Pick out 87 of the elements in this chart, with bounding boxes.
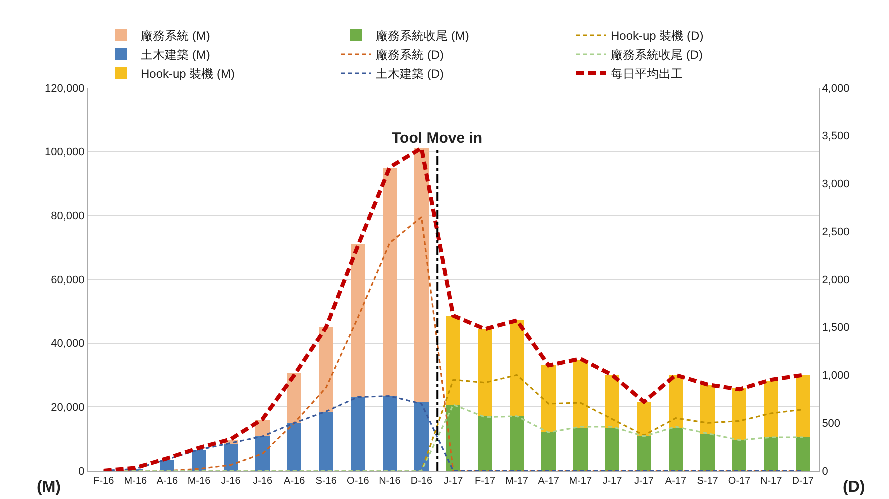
bar bbox=[573, 428, 588, 471]
y2-tick-label: 1,000 bbox=[822, 370, 850, 382]
bar bbox=[668, 428, 684, 471]
y2-tick-label: 0 bbox=[822, 466, 828, 478]
bar bbox=[287, 423, 302, 471]
bar bbox=[732, 440, 747, 471]
bar bbox=[605, 375, 620, 428]
bar bbox=[700, 434, 715, 471]
bar bbox=[319, 412, 334, 471]
bar bbox=[256, 436, 270, 471]
bar bbox=[351, 398, 366, 471]
x-tick-label: M-16 bbox=[188, 476, 212, 487]
legend-label: Hook-up 裝機 (D) bbox=[611, 29, 704, 44]
bar bbox=[637, 436, 652, 471]
x-tick-label: A-16 bbox=[284, 476, 306, 487]
legend-label: 廠務系統 (M) bbox=[141, 29, 210, 44]
x-tick-label: O-17 bbox=[728, 476, 752, 487]
bar bbox=[478, 329, 492, 417]
bar bbox=[605, 428, 620, 471]
bar bbox=[351, 244, 366, 398]
x-tick-label: F-16 bbox=[94, 476, 115, 487]
y-tick-label: 0 bbox=[78, 466, 85, 478]
legend-label: 廠務系統收尾 (M) bbox=[376, 29, 470, 44]
bar bbox=[732, 388, 747, 441]
bar bbox=[573, 360, 588, 428]
legend-label: 廠務系統 (D) bbox=[376, 48, 444, 62]
bar bbox=[542, 432, 556, 471]
x-tick-label: F-17 bbox=[475, 476, 496, 487]
y2-tick-label: 2,000 bbox=[822, 274, 850, 286]
x-tick-label: A-17 bbox=[538, 476, 560, 487]
y2-tick-label: 3,500 bbox=[822, 130, 850, 143]
bar bbox=[700, 384, 715, 434]
y-tick-label: 40,000 bbox=[51, 338, 85, 350]
bar bbox=[637, 402, 652, 436]
bar bbox=[224, 444, 238, 471]
x-tick-label: M-17 bbox=[506, 476, 529, 487]
bar bbox=[287, 374, 302, 424]
x-tick-label: J-16 bbox=[253, 476, 273, 487]
x-tick-label: J-16 bbox=[221, 476, 242, 487]
bar bbox=[796, 375, 810, 438]
bar bbox=[796, 437, 810, 471]
y-axis-title: (M) bbox=[37, 479, 61, 496]
x-tick-label: N-17 bbox=[760, 476, 783, 487]
x-tick-label: J-17 bbox=[634, 476, 654, 487]
bar bbox=[382, 168, 398, 396]
y-tick-label: 60,000 bbox=[51, 274, 85, 286]
x-tick-label: S-16 bbox=[316, 476, 338, 487]
bar bbox=[414, 148, 429, 402]
y2-tick-label: 2,500 bbox=[822, 226, 850, 238]
y2-axis-title: (D) bbox=[843, 479, 866, 496]
y-tick-label: 120,000 bbox=[45, 82, 85, 95]
y-tick-label: 80,000 bbox=[51, 210, 85, 223]
legend-label: 土木建築 (M) bbox=[141, 48, 210, 62]
x-tick-label: J-17 bbox=[444, 476, 464, 487]
x-tick-label: S-17 bbox=[697, 476, 719, 487]
bar bbox=[446, 316, 461, 406]
y2-tick-label: 4,000 bbox=[822, 82, 850, 95]
x-tick-label: J-17 bbox=[602, 476, 623, 487]
legend-label: 每日平均出工 bbox=[611, 67, 683, 82]
bar bbox=[478, 416, 492, 471]
bar bbox=[414, 402, 429, 471]
bar bbox=[764, 381, 778, 438]
x-tick-label: M-17 bbox=[569, 476, 592, 487]
y2-tick-label: 3,000 bbox=[822, 178, 850, 191]
bar bbox=[542, 366, 556, 433]
bar bbox=[192, 450, 206, 471]
y-tick-label: 100,000 bbox=[45, 146, 85, 159]
x-tick-label: M-16 bbox=[124, 476, 148, 487]
y-tick-label: 20,000 bbox=[51, 402, 85, 414]
x-tick-label: A-17 bbox=[665, 476, 687, 487]
bar bbox=[319, 327, 334, 412]
x-tick-label: A-16 bbox=[156, 476, 178, 487]
y2-tick-label: 1,500 bbox=[822, 322, 850, 334]
bar bbox=[510, 416, 524, 471]
x-tick-label: N-16 bbox=[379, 476, 402, 487]
legend-label: 土木建築 (D) bbox=[376, 67, 444, 82]
x-tick-label: D-16 bbox=[410, 476, 433, 487]
x-tick-label: D-17 bbox=[792, 476, 814, 487]
bar bbox=[256, 420, 270, 436]
bar bbox=[382, 396, 398, 471]
bar bbox=[510, 320, 524, 417]
y2-tick-label: 500 bbox=[822, 418, 841, 430]
legend-label: Hook-up 裝機 (M) bbox=[141, 67, 236, 82]
x-tick-label: O-16 bbox=[347, 476, 370, 487]
legend-label: 廠務系統收尾 (D) bbox=[611, 48, 703, 62]
ref-line-label: Tool Move in bbox=[392, 130, 483, 147]
bar bbox=[764, 437, 778, 471]
